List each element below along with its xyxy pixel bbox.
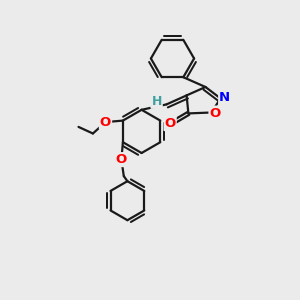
Text: O: O xyxy=(209,106,221,120)
Text: O: O xyxy=(100,116,111,129)
Text: N: N xyxy=(219,91,230,104)
Text: H: H xyxy=(152,95,162,108)
Text: O: O xyxy=(164,117,176,130)
Text: O: O xyxy=(116,153,127,166)
